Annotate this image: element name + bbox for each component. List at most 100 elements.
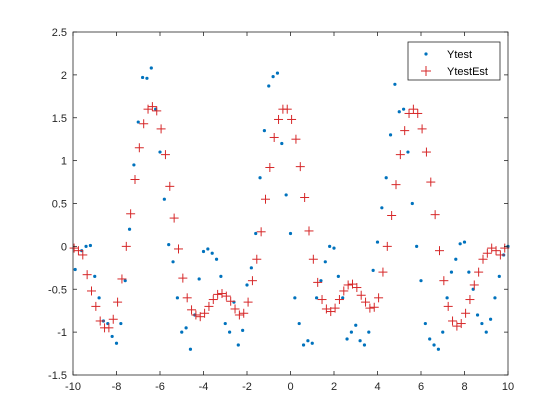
ytestest-point (287, 114, 297, 124)
ytest-point (149, 66, 153, 70)
ytestest-point (369, 302, 379, 312)
ytestest-point (95, 316, 105, 326)
ytestest-point (413, 108, 423, 118)
ytestest-point (387, 211, 397, 221)
ytest-point (84, 244, 88, 248)
ytest-point (301, 343, 306, 347)
ytest-point (423, 321, 427, 326)
ytestest-point (295, 162, 305, 172)
legend-ytestest-marker (421, 66, 431, 76)
ytest-point (475, 313, 480, 317)
ytestest-point (221, 291, 231, 301)
ytestest-point (391, 180, 401, 190)
x-tick-label: 2 (331, 381, 337, 393)
ytest-point (236, 343, 240, 347)
ytestest-point (121, 241, 131, 251)
ytest-point (271, 74, 275, 79)
ytestest-point (378, 267, 388, 277)
y-tick-label: -0.5 (48, 284, 67, 296)
x-tick-label: 8 (461, 381, 467, 393)
ytest-point (310, 341, 314, 345)
ytestest-point (317, 295, 327, 305)
ytestest-point (234, 310, 244, 320)
ytest-point (415, 244, 419, 248)
ytest-point (406, 150, 410, 154)
ytest-point (441, 330, 445, 334)
ytestest-point (156, 124, 166, 134)
ytestest-point (469, 280, 479, 290)
ytestest-point (73, 246, 83, 256)
ytestest-point (343, 280, 353, 290)
y-tick-label: 1 (61, 156, 67, 168)
ytestest-point (117, 274, 127, 284)
ytest-point (249, 266, 253, 270)
ytest-point (380, 206, 384, 210)
ytest-point (158, 150, 162, 154)
ytestest-point (178, 273, 188, 283)
ytest-point (110, 334, 114, 339)
ytest-point (341, 296, 345, 300)
ytestest-point (434, 246, 444, 256)
ytestest-point (208, 295, 218, 305)
legend-ytest-marker (424, 52, 428, 56)
ytest-point (180, 330, 184, 334)
ytest-point (445, 296, 449, 300)
ytest-point (428, 337, 432, 341)
x-tick-label: -2 (242, 381, 252, 393)
ytestest-point (421, 147, 431, 157)
ytest-point (328, 244, 332, 248)
ytestest-point (243, 297, 253, 307)
ytestest-point (113, 297, 123, 307)
ytestest-point (126, 209, 136, 219)
ytestest-point (395, 150, 405, 160)
ytest-point (171, 260, 175, 264)
ytest-point (206, 247, 210, 251)
x-tick-label: 6 (418, 381, 424, 393)
ytest-point (354, 323, 358, 327)
ytestest-point (474, 267, 484, 277)
ytestest-point (134, 143, 144, 153)
ytestest-point (108, 314, 118, 324)
ytestest-point (239, 308, 249, 318)
ytestest-point (86, 286, 96, 296)
ytest-point (258, 176, 262, 180)
ytestest-point (491, 246, 501, 256)
ytestest-point (456, 319, 466, 329)
ytest-point (280, 141, 284, 146)
axis-ticks (72, 31, 509, 376)
ytestest-point (352, 283, 362, 293)
ytest-point (141, 75, 145, 80)
ytestest-point (382, 241, 392, 251)
legend-ytest-label: Ytest (447, 49, 472, 61)
ytest-point (493, 296, 497, 300)
ytest-point (73, 267, 77, 272)
ytestest-point (426, 177, 436, 187)
ytest-point (214, 257, 219, 261)
ytest-point (410, 201, 414, 206)
ytest-point (167, 243, 171, 247)
ytestest-point (173, 244, 183, 254)
ytest-point (484, 330, 488, 334)
ytest-point (201, 249, 206, 254)
ytest-point (345, 337, 349, 341)
ytest-point (284, 193, 288, 197)
ytestest-point (282, 104, 292, 114)
ytestest-point (304, 226, 314, 236)
ytestest-point (130, 174, 140, 184)
x-tick-label: -4 (199, 381, 209, 393)
ytest-point (323, 260, 327, 264)
ytestest-point (461, 308, 471, 318)
ytest-point (145, 76, 149, 80)
ytest-point (119, 321, 123, 326)
ytestest-point (139, 119, 149, 129)
ytest-point (315, 296, 319, 300)
ytest-point (467, 270, 471, 274)
ytestest-point (265, 162, 275, 172)
ytestest-point (256, 227, 266, 237)
ytestest-point (182, 293, 192, 303)
ytestest-point (400, 126, 410, 136)
ytestest-point (439, 276, 449, 286)
ytest-point (419, 279, 423, 283)
ytest-point (210, 251, 214, 255)
